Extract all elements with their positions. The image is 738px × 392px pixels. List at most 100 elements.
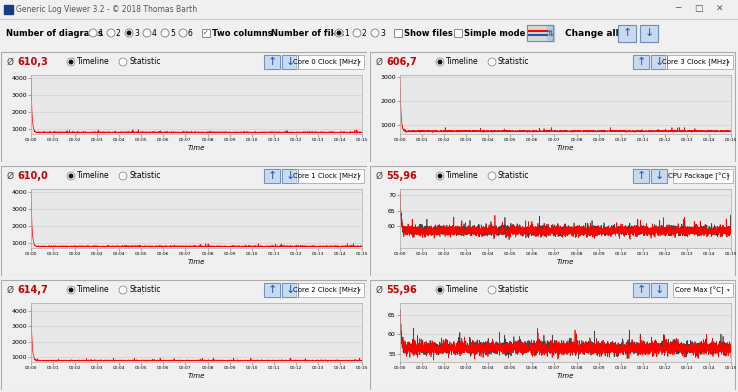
Circle shape (161, 29, 169, 37)
Text: Core 3 Clock [MHz]: Core 3 Clock [MHz] (662, 59, 728, 65)
Text: Ø: Ø (7, 172, 14, 180)
Bar (633, 283, 649, 297)
X-axis label: Time: Time (556, 259, 574, 265)
X-axis label: Time: Time (556, 373, 574, 379)
Circle shape (436, 286, 444, 294)
Circle shape (119, 172, 127, 180)
Bar (264, 169, 280, 183)
Bar (633, 169, 649, 183)
Text: Core Max [°C]: Core Max [°C] (675, 286, 723, 294)
Text: +: + (331, 29, 338, 38)
Text: Ø: Ø (376, 58, 383, 67)
Circle shape (69, 174, 73, 178)
Bar (651, 283, 667, 297)
Text: 3: 3 (380, 29, 385, 38)
Text: Show files: Show files (404, 29, 452, 38)
Bar (665, 55, 733, 69)
Text: 6: 6 (188, 29, 193, 38)
Bar (264, 169, 280, 183)
Text: ↓: ↓ (286, 285, 294, 295)
Bar (282, 55, 298, 69)
Text: ✓: ✓ (203, 29, 209, 36)
Bar (264, 55, 280, 69)
Text: ↑: ↑ (267, 57, 277, 67)
Text: ▾: ▾ (358, 174, 361, 178)
Text: Statistic: Statistic (498, 172, 529, 180)
Text: ↓: ↓ (644, 28, 654, 38)
Text: 1: 1 (344, 29, 349, 38)
Bar (296, 55, 364, 69)
Bar (651, 55, 667, 69)
Text: □: □ (694, 4, 703, 13)
Bar (633, 55, 649, 69)
Bar (527, 25, 553, 41)
Circle shape (125, 29, 133, 37)
Text: 610,0: 610,0 (17, 171, 48, 181)
Text: 1: 1 (98, 29, 103, 38)
Text: Statistic: Statistic (129, 285, 160, 294)
Bar (296, 169, 364, 183)
Bar (264, 55, 280, 69)
Text: Ø: Ø (376, 172, 383, 180)
Text: Ø: Ø (7, 58, 14, 67)
Text: ↓: ↓ (286, 171, 294, 181)
Circle shape (438, 60, 442, 64)
Text: 5: 5 (170, 29, 175, 38)
Circle shape (436, 172, 444, 180)
Text: ▾: ▾ (727, 174, 730, 178)
Text: Core 0 Clock [MHz]: Core 0 Clock [MHz] (293, 59, 359, 65)
Text: 55,96: 55,96 (386, 171, 417, 181)
Text: Number of files: Number of files (271, 29, 344, 38)
Circle shape (69, 288, 73, 292)
Circle shape (67, 286, 75, 294)
Text: Ø: Ø (7, 285, 14, 294)
Text: Simple mode: Simple mode (464, 29, 525, 38)
Bar (547, 25, 554, 41)
Bar (454, 29, 462, 37)
Text: 55,96: 55,96 (386, 285, 417, 295)
Text: 614,7: 614,7 (17, 285, 48, 295)
Bar (202, 29, 210, 37)
Bar (633, 169, 649, 183)
Text: CPU Package [°C]: CPU Package [°C] (669, 172, 729, 180)
Bar (282, 169, 298, 183)
Circle shape (337, 31, 341, 35)
Bar (673, 283, 733, 297)
Text: ⇅: ⇅ (547, 29, 554, 38)
Text: 3: 3 (134, 29, 139, 38)
Circle shape (107, 29, 115, 37)
X-axis label: Time: Time (556, 145, 574, 151)
Text: Statistic: Statistic (498, 58, 529, 67)
Text: ↑: ↑ (636, 285, 646, 295)
Bar (640, 25, 658, 42)
Text: 610,3: 610,3 (17, 57, 48, 67)
Circle shape (488, 286, 496, 294)
Circle shape (335, 29, 343, 37)
Bar (651, 55, 667, 69)
Text: ↓: ↓ (286, 57, 294, 67)
Circle shape (488, 58, 496, 66)
X-axis label: Time: Time (187, 259, 205, 265)
Bar (618, 25, 636, 42)
Circle shape (353, 29, 361, 37)
Text: ▾: ▾ (727, 60, 730, 65)
Text: Timeline: Timeline (446, 172, 479, 180)
Bar (673, 169, 733, 183)
Circle shape (67, 172, 75, 180)
Text: Timeline: Timeline (77, 285, 110, 294)
Bar (394, 29, 402, 37)
Bar (282, 169, 298, 183)
Circle shape (89, 29, 97, 37)
Circle shape (436, 58, 444, 66)
Text: ↑: ↑ (636, 171, 646, 181)
Bar (640, 25, 658, 42)
Bar (633, 55, 649, 69)
Circle shape (488, 172, 496, 180)
Text: ↓: ↓ (655, 285, 663, 295)
Bar (4, 5, 13, 14)
Bar (296, 169, 364, 183)
Text: Change all: Change all (565, 29, 618, 38)
Circle shape (69, 60, 73, 64)
Text: Statistic: Statistic (129, 172, 160, 180)
Bar (618, 25, 636, 42)
